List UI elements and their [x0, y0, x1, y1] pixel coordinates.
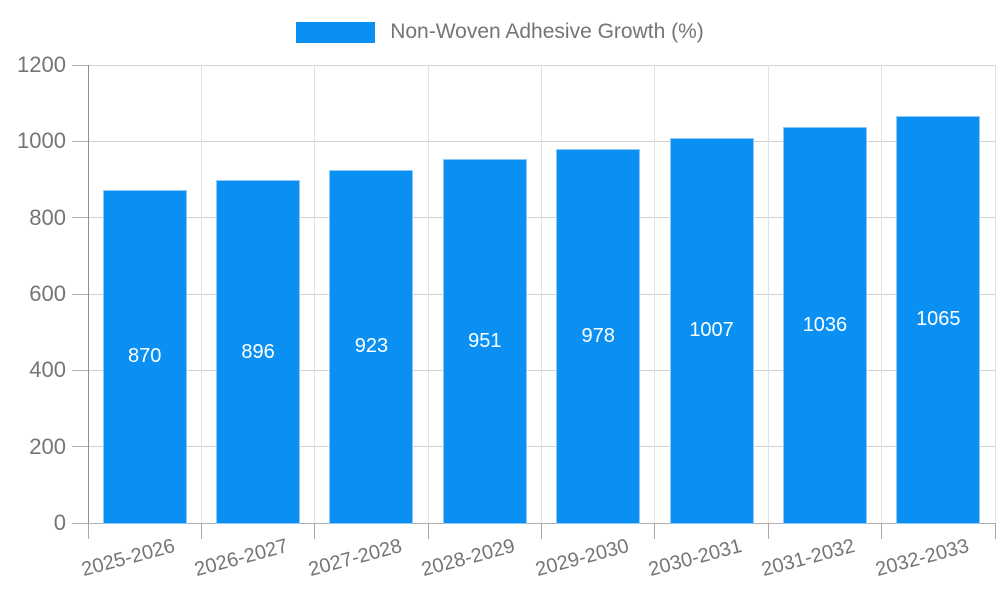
x-tick-label-2031-2032: 2031-2032 [759, 535, 858, 582]
bar-value-label: 1065 [916, 308, 961, 331]
gridline-x-6 [767, 65, 769, 523]
x-tick-mark-7 [881, 523, 883, 539]
bar-2030-2031: 1007 [670, 138, 753, 523]
y-tick-label-1200: 1200 [17, 52, 66, 77]
bar-value-label: 870 [128, 345, 162, 368]
bar-value-label: 896 [241, 340, 275, 363]
bar-2028-2029: 951 [443, 160, 526, 523]
bar-value-label: 1007 [689, 319, 734, 342]
bar-2032-2033: 1065 [897, 116, 980, 523]
x-tick-mark-2 [314, 523, 316, 539]
x-tick-mark-5 [654, 523, 656, 539]
y-tick-mark-1200 [72, 64, 88, 66]
x-tick-mark-0 [87, 523, 89, 539]
x-tick-label-2025-2026: 2025-2026 [79, 535, 178, 582]
bar-2026-2027: 896 [217, 181, 300, 523]
x-tick-label-2028-2029: 2028-2029 [419, 535, 518, 582]
bar-2029-2030: 978 [557, 149, 640, 523]
x-tick-label-2029-2030: 2029-2030 [532, 535, 631, 582]
gridline-x-3 [427, 65, 429, 523]
bar-2027-2028: 923 [330, 170, 413, 523]
x-tick-label-2026-2027: 2026-2027 [192, 535, 291, 582]
y-axis-line [87, 65, 89, 523]
gridline-x-4 [541, 65, 542, 523]
y-tick-mark-1000 [72, 140, 88, 142]
legend: Non-Woven Adhesive Growth (%) [0, 20, 1000, 44]
legend-label: Non-Woven Adhesive Growth (%) [390, 20, 704, 43]
x-tick-label-2030-2031: 2030-2031 [646, 535, 745, 582]
bar-2025-2026: 870 [103, 190, 186, 523]
y-tick-mark-800 [72, 217, 88, 219]
bar-2031-2032: 1036 [783, 127, 866, 523]
gridline-x-8 [994, 65, 996, 523]
y-tick-label-0: 0 [53, 510, 66, 535]
y-tick-label-1000: 1000 [17, 128, 66, 154]
x-tick-label-2027-2028: 2027-2028 [306, 535, 405, 582]
y-tick-label-800: 800 [29, 204, 66, 230]
bar-value-label: 951 [468, 330, 502, 352]
x-tick-mark-1 [200, 523, 202, 539]
x-tick-mark-6 [767, 523, 769, 539]
legend-swatch [296, 21, 376, 43]
bar-value-label: 923 [354, 335, 389, 358]
y-tick-mark-600 [72, 293, 88, 295]
gridline-x-2 [314, 65, 316, 523]
y-tick-mark-0 [72, 522, 88, 524]
y-tick-label-600: 600 [29, 281, 66, 306]
y-tick-label-200: 200 [29, 433, 66, 459]
y-tick-label-400: 400 [29, 357, 66, 383]
gridline-x-7 [881, 65, 883, 523]
gridline-x-1 [200, 65, 202, 523]
y-tick-mark-200 [72, 446, 88, 448]
y-tick-mark-400 [72, 369, 88, 371]
x-tick-mark-3 [427, 523, 429, 539]
bar-value-label: 1036 [802, 313, 848, 336]
x-tick-mark-8 [994, 523, 996, 539]
bar-value-label: 978 [581, 324, 615, 347]
gridline-x-5 [654, 65, 656, 523]
x-tick-mark-4 [541, 523, 542, 539]
x-tick-label-2032-2033: 2032-2033 [872, 535, 972, 582]
